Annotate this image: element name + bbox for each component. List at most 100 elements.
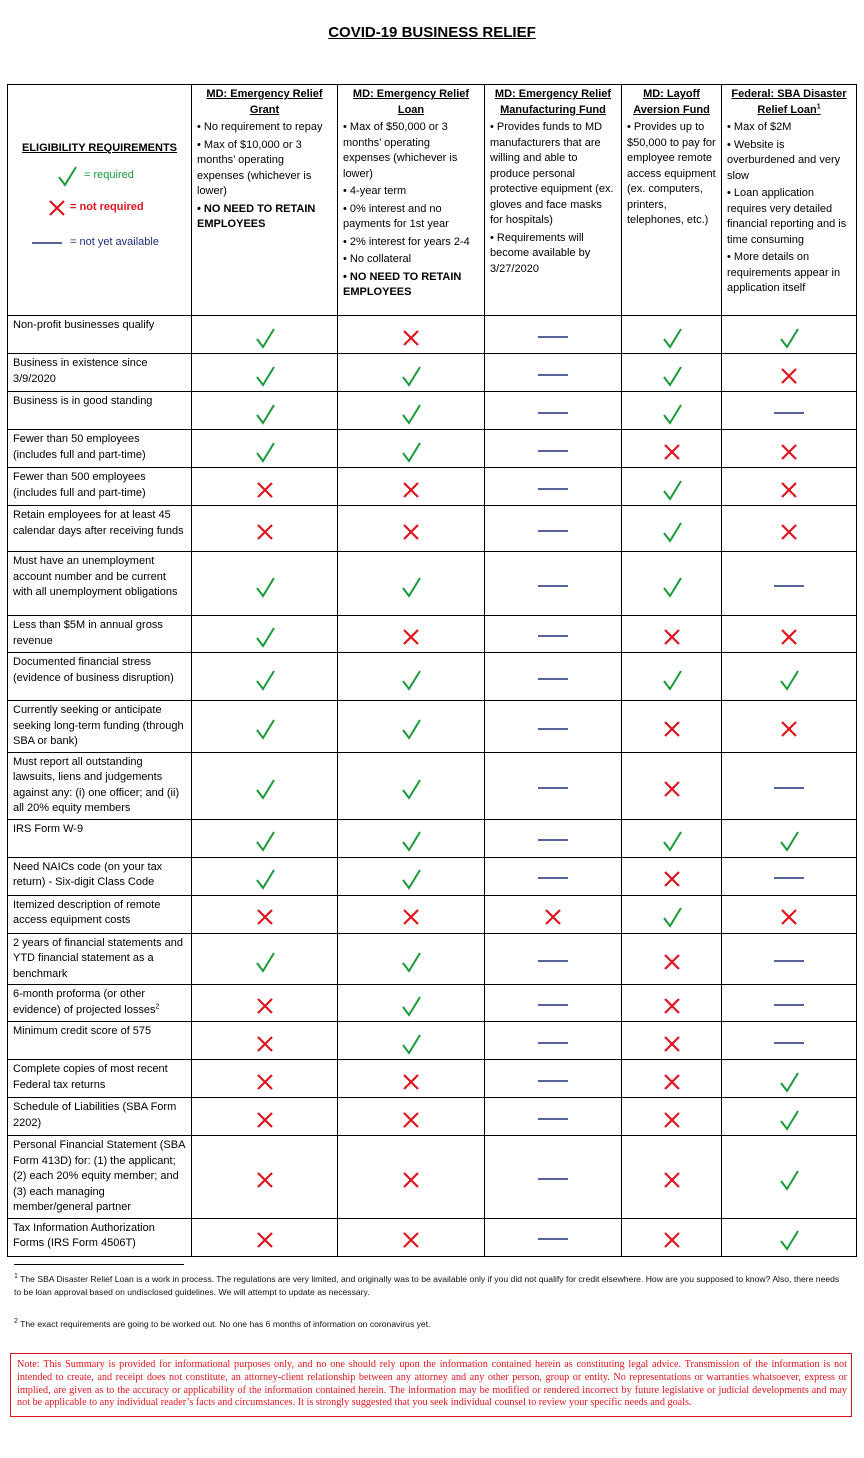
mark-cell — [337, 652, 485, 701]
table-row: Personal Financial Statement (SBA Form 4… — [7, 1135, 857, 1219]
mark-cell — [621, 551, 722, 616]
check-icon — [662, 669, 682, 691]
check-icon — [402, 576, 421, 598]
program-title-sup: 1 — [816, 102, 821, 110]
table-row: Tax Information Authorization Forms (IRS… — [7, 1217, 857, 1257]
mark-cell — [721, 551, 857, 616]
mark-cell — [191, 391, 338, 430]
page-title: COVID-19 BUSINESS RELIEF — [328, 24, 536, 41]
legend-cell: ELIGIBILITY REQUIREMENTS = required = no… — [7, 84, 192, 316]
requirement-label: IRS Form W-9 — [13, 822, 84, 835]
mark-cell — [337, 467, 485, 506]
mark-cell — [721, 353, 857, 392]
program-title-line2-text: Relief Loan — [757, 103, 817, 116]
dash-icon — [538, 960, 568, 962]
mark-cell — [621, 615, 722, 653]
x-icon — [403, 1171, 419, 1188]
x-icon — [403, 329, 419, 346]
requirement-cell: 2 years of financial statements and YTD … — [7, 932, 192, 985]
mark-cell — [621, 1135, 722, 1219]
check-icon — [402, 952, 421, 973]
program-bullet-text: Max of $50,000 or 3 months’ operating ex… — [343, 121, 458, 180]
requirement-cell: Must report all outstanding lawsuits, li… — [7, 751, 192, 820]
x-icon — [403, 523, 419, 540]
check-icon — [780, 1230, 799, 1251]
check-icon — [402, 778, 421, 800]
mark-cell — [721, 700, 857, 753]
requirement-cell: Must have an unemployment account number… — [7, 551, 192, 616]
mark-cell — [721, 1135, 857, 1219]
x-icon — [545, 909, 561, 925]
mark-cell — [721, 1097, 857, 1136]
mark-cell — [621, 984, 722, 1022]
program-title-line2-text: Grant — [249, 103, 280, 116]
requirement-label: Personal Financial Statement (SBA Form 4… — [13, 1139, 185, 1213]
mark-cell — [484, 1059, 622, 1098]
check-icon — [780, 1170, 799, 1191]
mark-cell — [337, 818, 485, 858]
x-icon — [663, 1073, 680, 1090]
mark-cell — [484, 1217, 622, 1257]
program-bullet: • 2% interest for years 2-4 — [343, 235, 470, 248]
program-bullet-text: 4-year term — [349, 185, 407, 197]
program-title-line1: MD: Layoff — [643, 88, 700, 100]
dash-icon — [538, 585, 568, 587]
requirement-label: 2 years of financial statements and YTD … — [13, 936, 183, 980]
requirement-sup: 2 — [155, 1002, 160, 1010]
mark-cell — [721, 315, 857, 354]
mark-cell — [337, 615, 485, 653]
check-icon — [662, 907, 682, 928]
dash-icon — [774, 412, 804, 414]
x-icon — [663, 953, 680, 970]
program-title-line1: MD: Emergency Relief — [494, 88, 612, 100]
program-title-line2: Manufacturing Fund — [490, 103, 616, 119]
requirement-cell: 6-month proforma (or other evidence) of … — [7, 984, 192, 1022]
program-bullet: • 0% interest and no payments for 1st ye… — [343, 202, 449, 231]
program-bullet: • Provides up to $50,000 to pay for empl… — [627, 121, 716, 226]
legend-required-label: = required — [84, 169, 134, 182]
table-row: Need NAICs code (on your tax return) - S… — [7, 856, 857, 896]
mark-cell — [721, 818, 857, 858]
x-icon — [256, 1073, 273, 1090]
dash-icon — [774, 960, 804, 962]
dash-icon — [538, 1178, 568, 1180]
dash-icon — [538, 1238, 568, 1241]
requirement-cell: Business is in good standing — [7, 391, 192, 430]
mark-cell — [484, 551, 622, 616]
mark-cell — [621, 1059, 722, 1098]
dash-icon — [538, 727, 568, 730]
dash-icon — [538, 787, 568, 789]
table-row: Business in existence since 3/9/2020 — [7, 353, 857, 392]
requirement-cell: Currently seeking or anticipate seeking … — [7, 700, 192, 753]
mark-cell — [337, 1097, 485, 1136]
program-bold-bullet: • NO NEED TO RETAIN EMPLOYEES — [197, 202, 316, 231]
requirement-label: 6-month proforma (or other evidence) of … — [13, 988, 156, 1016]
table-row: Complete copies of most recent Federal t… — [7, 1059, 857, 1098]
check-icon — [402, 869, 421, 890]
mark-cell — [621, 505, 722, 552]
requirement-cell: Fewer than 500 employees (includes full … — [7, 467, 192, 506]
footnote-1-text: The SBA Disaster Relief Loan is a work i… — [14, 1274, 840, 1297]
program-title-line1: MD: Emergency Relief — [206, 88, 323, 100]
program-bullet-text: Provides up to $50,000 to pay for employ… — [627, 121, 716, 226]
legend-not-available-label: = not yet available — [70, 236, 159, 248]
x-icon — [256, 1035, 273, 1052]
check-icon — [780, 327, 799, 349]
program-bullet-text: More details on requirements appear in a… — [727, 251, 841, 294]
mark-cell — [191, 652, 338, 701]
mark-cell — [721, 751, 857, 820]
mark-cell — [721, 615, 857, 653]
mark-cell — [484, 353, 622, 392]
program-bullet-text: Website is overburdened and very slow — [727, 138, 841, 182]
requirement-cell: Schedule of Liabilities (SBA Form 2202) — [7, 1097, 192, 1136]
footnote-2: 2 The exact requirements are going to be… — [14, 1318, 844, 1331]
check-icon — [255, 831, 275, 852]
x-icon — [256, 481, 273, 498]
x-icon — [663, 1111, 680, 1128]
check-icon — [255, 627, 275, 648]
requirement-label: Documented financial stress (evidence of… — [13, 656, 174, 684]
program-bullet: • Max of $50,000 or 3 months’ operating … — [343, 121, 458, 180]
mark-cell — [484, 700, 622, 753]
mark-cell — [721, 652, 857, 701]
x-icon — [663, 871, 680, 887]
